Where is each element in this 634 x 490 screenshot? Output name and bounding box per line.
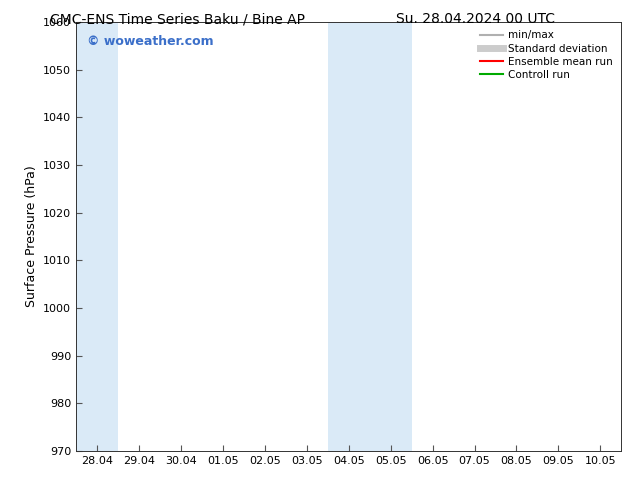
Legend: min/max, Standard deviation, Ensemble mean run, Controll run: min/max, Standard deviation, Ensemble me… (477, 27, 616, 83)
Text: © woweather.com: © woweather.com (87, 35, 214, 48)
Bar (370, 22, 411, 451)
Text: Su. 28.04.2024 00 UTC: Su. 28.04.2024 00 UTC (396, 12, 555, 26)
Bar (328, 22, 370, 451)
Bar (76, 22, 118, 451)
Text: CMC-ENS Time Series Baku / Bine AP: CMC-ENS Time Series Baku / Bine AP (50, 12, 305, 26)
Y-axis label: Surface Pressure (hPa): Surface Pressure (hPa) (25, 166, 37, 307)
